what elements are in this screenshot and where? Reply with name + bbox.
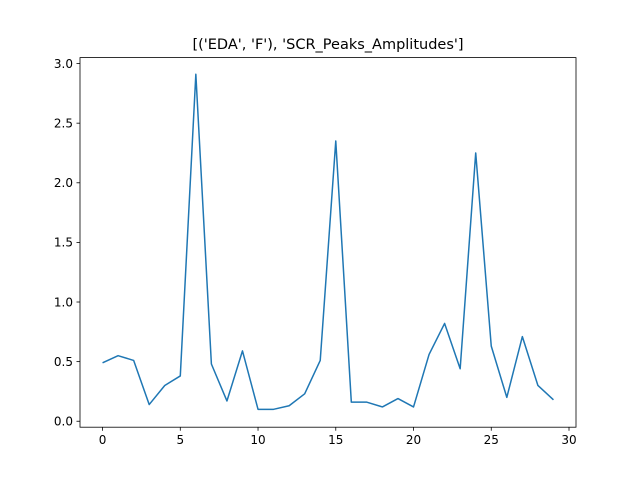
x-axis: 0 5 10 15 20 25 30 [99, 427, 577, 447]
x-tick-label: 30 [561, 433, 576, 447]
x-tick-label: 25 [484, 433, 499, 447]
plot-frame [79, 57, 577, 428]
y-tick-label: 1.0 [54, 295, 73, 309]
plot-series [102, 73, 554, 411]
chart-title: [('EDA', 'F'), 'SCR_Peaks_Amplitudes'] [192, 37, 463, 53]
x-tick-label: 0 [99, 433, 107, 447]
y-tick-label: 2.5 [54, 116, 73, 130]
y-tick-label: 1.5 [54, 236, 73, 250]
x-tick-label: 5 [176, 433, 184, 447]
y-axis: 0.0 0.5 1.0 1.5 2.0 2.5 3.0 [54, 57, 80, 429]
y-tick-label: 2.0 [54, 176, 73, 190]
y-tick-label: 0.0 [54, 415, 73, 429]
x-tick-label: 10 [250, 433, 265, 447]
series-line [102, 73, 554, 411]
x-tick-label: 20 [406, 433, 421, 447]
y-tick-label: 0.5 [54, 355, 73, 369]
y-tick-label: 3.0 [54, 57, 73, 71]
x-tick-label: 15 [328, 433, 343, 447]
